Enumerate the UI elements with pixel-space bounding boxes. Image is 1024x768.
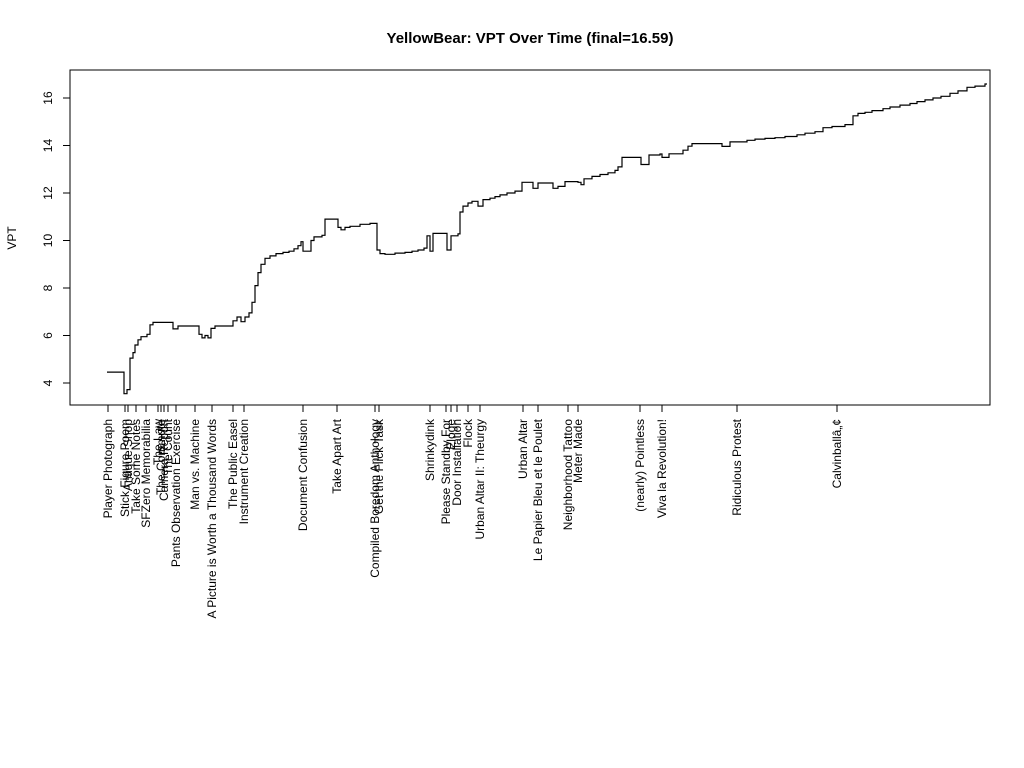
x-tick-label: Urban Altar II: Theurgy: [473, 419, 487, 540]
x-tick-label: The Law: [151, 419, 165, 465]
x-tick-label: Instrument Creation: [237, 419, 251, 524]
vpt-step-line: [107, 83, 987, 395]
x-tick-label: Please Standby For: [439, 419, 453, 524]
x-tick-label: The Commute: [154, 419, 168, 495]
x-tick-label: Take Apart Art: [330, 418, 344, 493]
x-tick-label: Pants Observation Exercise: [169, 419, 183, 567]
y-tick-label: 8: [41, 284, 55, 291]
x-tick-label: SFZero Memorabilia: [139, 419, 153, 528]
x-tick-label: Camera Report: [157, 418, 171, 501]
x-tick-label: Ridiculous Protest: [730, 418, 744, 515]
y-tick-label: 4: [41, 379, 55, 386]
y-axis: 4 6 8 10 12 14 16: [41, 91, 70, 386]
x-tick-label: Document Confusion: [296, 419, 310, 531]
x-tick-label: Man vs. Machine: [188, 419, 202, 510]
x-tick-label: Viva la Revolution!: [655, 419, 669, 518]
x-tick-label: Neighborhood Tattoo: [561, 419, 575, 531]
x-tick-label: (nearly) Pointless: [633, 419, 647, 512]
x-tick-label: A Picture is Worth a Thousand Words: [205, 419, 219, 618]
x-tick-label: Calvinballâ„¢: [830, 419, 844, 488]
y-tick-label: 6: [41, 332, 55, 339]
vpt-series: [107, 83, 987, 395]
x-tick-label: Le Papier Bleu et le Poulet: [531, 418, 545, 561]
y-axis-title: VPT: [5, 226, 19, 250]
x-tick-label: Eloge: [444, 419, 458, 450]
y-tick-label: 12: [41, 186, 55, 200]
x-tick-label: Antique Shop: [121, 419, 135, 491]
y-tick-label: 16: [41, 91, 55, 105]
chart-title: YellowBear: VPT Over Time (final=16.59): [387, 30, 674, 47]
x-tick-label: Stick Figure Poem: [118, 419, 132, 517]
y-tick-label: 10: [41, 234, 55, 248]
x-tick-label: Urban Altar: [516, 419, 530, 479]
plot-border: [69, 69, 991, 406]
x-tick-label: Flock: [461, 418, 475, 448]
x-tick-label: Get the Flick Task: [372, 418, 386, 514]
x-tick-label: Compiled Boredom Anthology: [368, 419, 382, 578]
x-tick-label: Meter Made: [571, 419, 585, 483]
x-tick-label: The Count: [161, 418, 175, 475]
y-tick-label: 14: [41, 139, 55, 153]
x-tick-label: Take Some Notes: [129, 419, 143, 514]
x-tick-label: The Public Easel: [226, 419, 240, 509]
x-tick-label: Player Photograph: [101, 419, 115, 518]
x-tick-label: Door Installation: [450, 419, 464, 506]
x-tick-label: Shrinkydink: [423, 418, 437, 481]
x-axis: Player Photograph Stick Figure PoemAntiqu…: [101, 405, 844, 618]
